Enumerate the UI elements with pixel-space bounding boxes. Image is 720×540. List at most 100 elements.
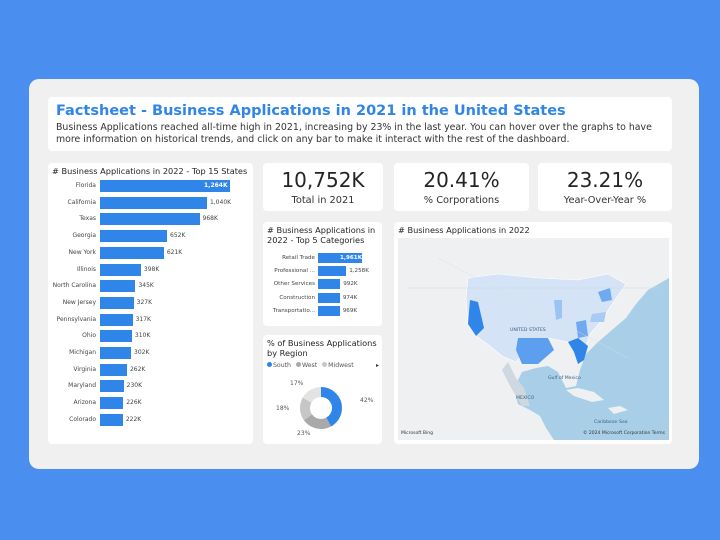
bar-label: New Jersey (62, 298, 96, 306)
bar-mark[interactable] (318, 305, 340, 316)
bar-label: Virginia (73, 365, 96, 373)
bar-label: Pennsylvania (56, 315, 96, 323)
bar-value-label: 1,258K (349, 268, 369, 275)
bar-label: California (67, 198, 97, 206)
donut-label-south: 42% (360, 397, 374, 404)
region-donut-chart[interactable]: % of Business Applications by Region Sou… (263, 335, 382, 444)
bar-label: Ohio (82, 332, 96, 340)
bar-mark[interactable] (100, 246, 164, 259)
legend-dot-icon (322, 362, 328, 367)
bar-value-label: 652K (170, 232, 186, 240)
bar-row-illinois[interactable]: Illinois 398K (48, 263, 253, 276)
bar-label: Michigan (69, 349, 96, 356)
bar-label: Other Services (273, 281, 315, 288)
bar-row-north-carolina[interactable]: North Carolina 345K (48, 280, 253, 293)
us-map[interactable]: UNITED STATES Gulf of Mexico MEXICO Cari… (398, 238, 669, 440)
bar-mark[interactable] (100, 230, 168, 243)
kpi-total: 10,752K Total in 2021 (263, 163, 383, 211)
map-credit-terms[interactable]: © 2024 Microsoft Corporation Terms (583, 431, 665, 436)
kpi-total-value: 10,752K (281, 168, 365, 192)
place-label-gulf: Gulf of Mexico (548, 376, 581, 381)
bar-mark[interactable] (318, 279, 341, 290)
map-title: # Business Applications in 2022 (398, 225, 530, 235)
bar-value-label: 969K (342, 307, 358, 314)
legend-dot-icon (295, 362, 301, 367)
state-texas (516, 338, 554, 364)
bar-mark[interactable] (100, 413, 123, 426)
bar-row-transportatio[interactable]: Transportatio... 969K (263, 305, 382, 316)
bar-label: Florida (75, 182, 96, 189)
bar-mark[interactable] (100, 380, 124, 393)
bar-row-maryland[interactable]: Maryland 230K (48, 380, 253, 393)
kpi-corporations: 20.41% % Corporations (394, 163, 529, 211)
bar-label: Colorado (69, 415, 96, 423)
bar-value-label: 310K (134, 332, 151, 340)
bar-row-other-services[interactable]: Other Services 992K (263, 279, 382, 290)
donut-slice-midwest[interactable] (300, 387, 342, 429)
page-title: Factsheet - Business Applications in 202… (56, 103, 566, 119)
hispaniola-island (608, 406, 628, 414)
bar-mark[interactable] (318, 253, 362, 263)
map-visual[interactable]: # Business Applications in 2022 UNITED S… (394, 222, 672, 444)
categories-bar-chart[interactable]: # Business Applications in 2022 - Top 5 … (263, 222, 382, 326)
kpi-yoy-value: 23.21% (566, 168, 644, 192)
state-georgia (576, 320, 588, 338)
bar-row-new-york[interactable]: New York 621K (48, 246, 253, 259)
bar-mark[interactable] (100, 397, 124, 410)
bar-row-california[interactable]: California 1,040K (48, 196, 253, 209)
bar-mark[interactable] (100, 296, 134, 309)
bar-row-virginia[interactable]: Virginia 262K (48, 363, 253, 376)
bar-row-colorado[interactable]: Colorado 222K (48, 413, 253, 426)
state-north-carolina (590, 312, 606, 322)
bar-label: Arizona (73, 399, 96, 407)
bar-value-label: 992K (343, 281, 358, 288)
bar-value-label: 621K (166, 248, 183, 256)
legend-item-west[interactable]: West (295, 362, 317, 369)
bar-row-michigan[interactable]: Michigan 302K (48, 347, 253, 359)
bar-mark[interactable] (318, 266, 347, 277)
map-road-line (437, 257, 629, 359)
bar-row-pennsylvania[interactable]: Pennsylvania 317K (48, 313, 253, 326)
bar-row-arizona[interactable]: Arizona 226K (48, 397, 253, 410)
kpi-total-label: Total in 2021 (291, 195, 355, 206)
states-bar-chart[interactable]: # Business Applications in 2022 - Top 15… (48, 163, 253, 444)
legend-next-icon[interactable]: ▸ (375, 362, 379, 369)
map-credit-bing: Microsoft Bing (401, 431, 433, 436)
bar-mark[interactable] (100, 263, 141, 276)
bar-value-label: 230K (126, 382, 143, 390)
donut-label-midwest: 18% (276, 405, 290, 412)
bar-row-professional[interactable]: Professional ... 1,258K (263, 266, 382, 277)
bar-value-label: 1,040K (209, 198, 232, 206)
legend-dot-icon (267, 362, 272, 367)
legend-item-midwest[interactable]: Midwest (322, 362, 354, 369)
bar-row-construction[interactable]: Construction 974K (263, 292, 382, 303)
legend-item-south[interactable]: South (267, 362, 291, 369)
state-florida (568, 338, 588, 364)
donut-slice-west[interactable] (300, 387, 342, 429)
state-california (468, 300, 484, 336)
bar-row-florida[interactable]: Florida 1,264K (48, 180, 253, 192)
bar-mark[interactable] (100, 213, 200, 226)
bar-mark[interactable] (100, 363, 127, 376)
bar-label: Georgia (72, 232, 96, 240)
bar-row-retail-trade[interactable]: Retail Trade 1,961K (263, 253, 382, 263)
bar-row-georgia[interactable]: Georgia 652K (48, 230, 253, 243)
donut-chart-title: % of Business Applications by Region (267, 338, 377, 358)
bar-label: Maryland (68, 382, 96, 390)
bar-mark[interactable] (100, 330, 132, 343)
bar-mark[interactable] (100, 196, 207, 209)
bar-mark[interactable] (100, 347, 132, 359)
bar-label: Transportatio... (272, 307, 315, 314)
bar-mark[interactable] (100, 313, 133, 326)
bar-row-ohio[interactable]: Ohio 310K (48, 330, 253, 343)
place-label-us: UNITED STATES (510, 328, 546, 333)
state-illinois (554, 300, 562, 320)
bar-mark[interactable] (318, 292, 340, 303)
donut-slice-northeast[interactable] (300, 387, 342, 429)
dashboard-canvas: Factsheet - Business Applications in 202… (29, 79, 699, 469)
bar-mark[interactable] (100, 280, 136, 293)
bar-row-texas[interactable]: Texas 968K (48, 213, 253, 226)
donut-legend: South West Midwest (267, 362, 357, 370)
bar-row-new-jersey[interactable]: New Jersey 327K (48, 296, 253, 309)
bar-mark[interactable] (100, 180, 230, 192)
